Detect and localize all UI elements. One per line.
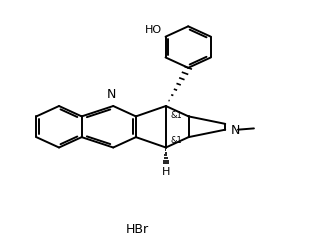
Text: N: N	[107, 87, 116, 100]
Text: &1: &1	[171, 110, 183, 119]
Text: HO: HO	[145, 24, 162, 35]
Text: &1: &1	[171, 136, 183, 145]
Text: H: H	[162, 167, 170, 177]
Text: HBr: HBr	[126, 222, 149, 235]
Text: N: N	[231, 124, 240, 137]
